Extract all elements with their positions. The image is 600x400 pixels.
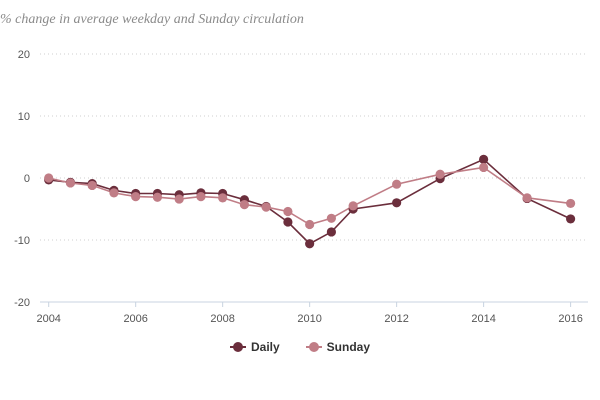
data-point-sunday[interactable] [435,169,445,179]
x-axis-tick-labels: 2004 2006 2008 2010 2012 2014 2016 [36,313,582,325]
series-line-sunday [48,166,571,226]
data-point-daily[interactable] [283,217,293,227]
data-point-daily[interactable] [479,154,489,164]
gridlines [40,53,588,241]
data-point-sunday[interactable] [44,173,54,183]
data-point-sunday[interactable] [174,194,184,204]
data-point-sunday[interactable] [348,201,358,211]
data-point-sunday[interactable] [305,219,315,230]
data-point-sunday[interactable] [196,192,206,202]
data-point-sunday[interactable] [522,193,532,203]
data-point-sunday[interactable] [87,180,97,191]
legend-label-daily: Daily [250,340,280,354]
series-points [44,154,576,249]
legend-marker-sunday-icon [305,342,322,352]
x-tick-label: 2006 [123,313,147,325]
data-point-daily[interactable] [392,198,402,208]
data-point-daily[interactable] [305,239,315,249]
data-point-sunday[interactable] [131,192,141,202]
data-point-daily[interactable] [566,214,576,224]
x-tick-label: 2008 [210,313,234,325]
y-tick-label: 0 [24,173,30,185]
data-point-sunday[interactable] [65,178,76,188]
legend-item-daily[interactable]: Daily [229,340,280,354]
data-point-sunday[interactable] [239,200,250,210]
x-axis [40,301,588,307]
chart-subtitle: % change in average weekday and Sunday c… [0,12,304,27]
data-point-sunday[interactable] [261,202,271,212]
x-tick-label: 2012 [384,313,408,325]
data-point-sunday[interactable] [326,213,336,223]
data-point-sunday[interactable] [392,179,402,189]
data-point-sunday[interactable] [109,188,119,198]
x-tick-label: 2010 [297,313,321,325]
x-tick-label: 2016 [558,313,582,325]
data-point-sunday[interactable] [218,193,228,203]
y-tick-label: -20 [14,297,30,309]
x-tick-label: 2004 [36,313,60,325]
legend: Daily Sunday [0,340,600,354]
y-tick-label: -10 [14,235,30,247]
legend-marker-daily-icon [229,342,246,352]
data-point-sunday[interactable] [479,162,489,173]
y-tick-label: 10 [18,111,30,123]
data-point-sunday[interactable] [283,206,293,217]
x-tick-label: 2014 [471,313,495,325]
data-point-sunday[interactable] [566,198,576,209]
y-axis-tick-labels: -20 -10 0 10 20 [14,49,30,309]
data-point-daily[interactable] [326,227,336,237]
legend-item-sunday[interactable]: Sunday [305,340,371,354]
data-point-sunday[interactable] [152,192,163,202]
series-lines [48,158,571,245]
series-line-daily [48,158,571,245]
legend-label-sunday: Sunday [326,340,371,354]
y-tick-label: 20 [18,49,30,61]
